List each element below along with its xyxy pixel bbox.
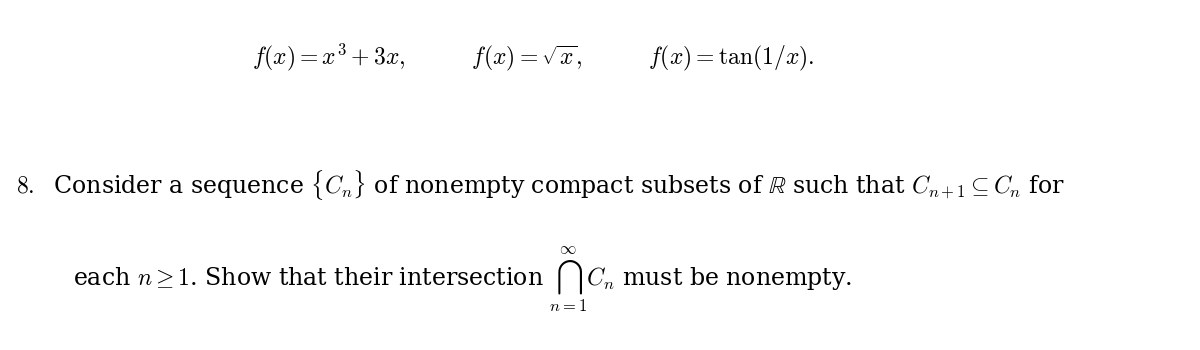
Text: $f(x) = x^3 + 3x, \qquad\quad f(x) = \sqrt{x}, \qquad\quad f(x) = \tan(1/x).$: $f(x) = x^3 + 3x, \qquad\quad f(x) = \sq… bbox=[252, 42, 815, 73]
Text: each $n \geq 1$. Show that their intersection $\bigcap_{n=1}^{\infty} C_n$ must : each $n \geq 1$. Show that their interse… bbox=[72, 245, 852, 315]
Text: $\mathbf{8.}$  Consider a sequence $\{C_n\}$ of nonempty compact subsets of $\ma: $\mathbf{8.}$ Consider a sequence $\{C_n… bbox=[16, 168, 1066, 202]
